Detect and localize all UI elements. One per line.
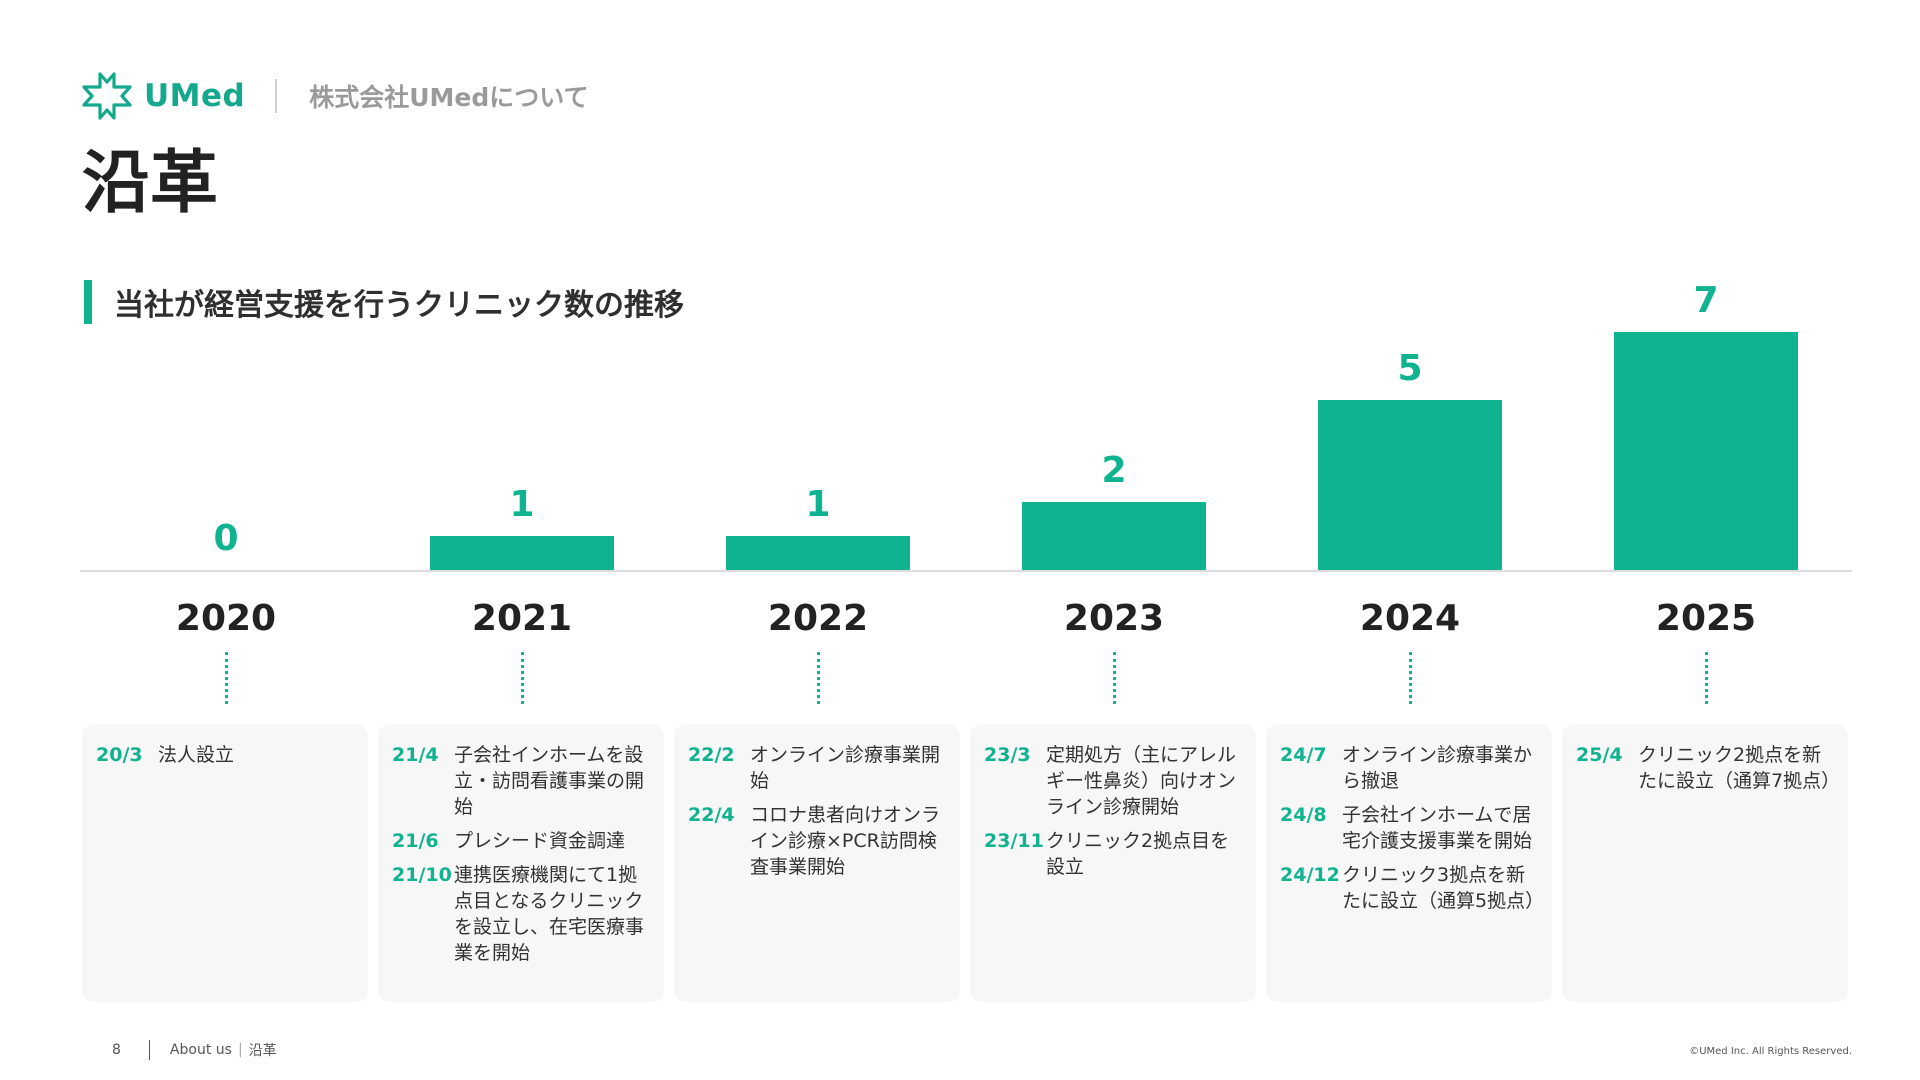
timeline-event: 21/4 子会社インホームを設立・訪問看護事業の開始	[392, 742, 650, 820]
timeline-connector	[225, 652, 228, 704]
timeline-connector	[817, 652, 820, 704]
event-date: 25/4	[1576, 744, 1623, 766]
event-description: クリニック2拠点目を設立	[1046, 830, 1230, 878]
copyright: ©UMed Inc. All Rights Reserved.	[1689, 1046, 1852, 1057]
event-description: 法人設立	[158, 744, 235, 766]
timeline-event: 20/3 法人設立	[96, 742, 354, 768]
bar-value-label-2021: 1	[509, 484, 534, 525]
event-date: 23/11	[984, 830, 1044, 852]
timeline-connector	[521, 652, 524, 704]
section-accent-bar	[84, 280, 92, 324]
timeline-event: 24/12 クリニック3拠点を新たに設立（通算5拠点）	[1280, 862, 1545, 914]
umed-cross-logo-icon	[82, 72, 132, 120]
clinic-count-bar-chart: 0 2020 1 2021 1 2022 2 2023 5 2024 7 2025	[80, 280, 1852, 639]
event-description: 定期処方（主にアレルギー性鼻炎）向けオンライン診療開始	[1046, 744, 1237, 818]
section-heading: 当社が経営支援を行うクリニック数の推移	[84, 280, 684, 324]
page-title: 沿革	[82, 144, 219, 223]
header-subtitle: 株式会社UMedについて	[309, 83, 589, 112]
bar-value-label-2023: 2	[1101, 450, 1126, 491]
footer-subsection: 沿革	[248, 1043, 277, 1059]
event-date: 21/4	[392, 744, 439, 766]
bar-2022	[726, 536, 910, 570]
timeline-event: 24/8 子会社インホームで居宅介護支援事業を開始	[1280, 802, 1538, 854]
event-description: 子会社インホームで居宅介護支援事業を開始	[1342, 804, 1533, 852]
event-date: 24/7	[1280, 744, 1327, 766]
timeline-event: 23/11 クリニック2拠点目を設立	[984, 828, 1242, 880]
header-divider	[275, 79, 278, 113]
event-description: 子会社インホームを設立・訪問看護事業の開始	[454, 744, 645, 818]
event-date: 22/2	[688, 744, 735, 766]
timeline-card-2023: 23/3 定期処方（主にアレルギー性鼻炎）向けオンライン診療開始 23/11 クリニッ…	[970, 724, 1256, 1002]
timeline-card-2025: 25/4 クリニック2拠点を新たに設立（通算7拠点）	[1562, 724, 1848, 1002]
timeline-event: 25/4 クリニック2拠点を新たに設立（通算7拠点）	[1576, 742, 1841, 794]
category-label-2022: 2022	[768, 598, 868, 639]
event-date: 21/10	[392, 864, 452, 886]
timeline-event: 22/4 コロナ患者向けオンライン診療×PCR訪問検査事業開始	[688, 802, 946, 880]
timeline-event: 23/3 定期処方（主にアレルギー性鼻炎）向けオンライン診療開始	[984, 742, 1242, 820]
timeline-card-2024: 24/7 オンライン診療事業から撤退 24/8 子会社インホームで居宅介護支援事業を開…	[1266, 724, 1552, 1002]
event-description: 連携医療機関にて1拠点目となるクリニックを設立し、在宅医療事業を開始	[454, 864, 645, 964]
event-description: コロナ患者向けオンライン診療×PCR訪問検査事業開始	[750, 804, 941, 878]
logo: UMed	[80, 71, 245, 121]
timeline-event: 21/10 連携医療機関にて1拠点目となるクリニックを設立し、在宅医療事業を開始	[392, 862, 650, 966]
timeline-card-2022: 22/2 オンライン診療事業開始 22/4 コロナ患者向けオンライン診療×PCR訪問検…	[674, 724, 960, 1002]
header: UMed 株式会社UMedについて	[80, 68, 589, 124]
category-label-2020: 2020	[176, 598, 276, 639]
event-description: オンライン診療事業から撤退	[1342, 744, 1533, 792]
event-date: 20/3	[96, 744, 143, 766]
page-number: 8	[112, 1042, 121, 1058]
bar-value-label-2025: 7	[1693, 280, 1718, 321]
event-description: オンライン診療事業開始	[750, 744, 941, 792]
bar-value-label-2024: 5	[1397, 348, 1422, 389]
footer-left: 8 About us | 沿革	[112, 1040, 277, 1060]
bar-value-label-2022: 1	[805, 484, 830, 525]
event-date: 24/8	[1280, 804, 1327, 826]
footer-small-divider: |	[237, 1042, 243, 1058]
timeline-event: 22/2 オンライン診療事業開始	[688, 742, 946, 794]
event-description: クリニック3拠点を新たに設立（通算5拠点）	[1342, 864, 1545, 912]
timeline-connector	[1705, 652, 1708, 704]
timeline-event: 21/6 プレシード資金調達	[392, 828, 650, 854]
footer-section: About us	[169, 1042, 232, 1058]
footer-divider	[148, 1040, 150, 1060]
logo-text: UMed	[144, 78, 246, 114]
bar-2023	[1022, 502, 1206, 570]
category-label-2021: 2021	[472, 598, 572, 639]
section-title: 当社が経営支援を行うクリニック数の推移	[114, 288, 684, 323]
event-description: プレシード資金調達	[454, 830, 626, 852]
bar-2025	[1614, 332, 1798, 570]
event-date: 22/4	[688, 804, 735, 826]
category-label-2025: 2025	[1656, 598, 1756, 639]
bar-2024	[1318, 400, 1502, 570]
event-date: 21/6	[392, 830, 439, 852]
bar-2021	[430, 536, 614, 570]
timeline-card-2020: 20/3 法人設立	[82, 724, 368, 1002]
category-label-2023: 2023	[1064, 598, 1164, 639]
event-description: クリニック2拠点を新たに設立（通算7拠点）	[1638, 744, 1841, 792]
timeline-connector	[1113, 652, 1116, 704]
timeline-card-2021: 21/4 子会社インホームを設立・訪問看護事業の開始 21/6 プレシード資金調達 21…	[378, 724, 664, 1002]
timeline-connector	[1409, 652, 1412, 704]
event-date: 24/12	[1280, 864, 1340, 886]
bar-value-label-2020: 0	[213, 518, 238, 559]
event-date: 23/3	[984, 744, 1031, 766]
category-label-2024: 2024	[1360, 598, 1460, 639]
timeline-event: 24/7 オンライン診療事業から撤退	[1280, 742, 1538, 794]
